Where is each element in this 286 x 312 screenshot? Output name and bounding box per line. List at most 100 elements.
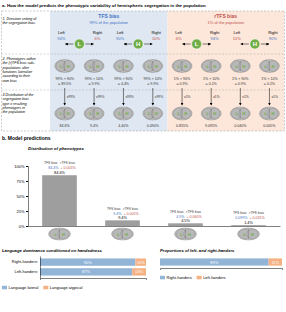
x-axis bbox=[41, 279, 147, 281]
brain-outline bbox=[84, 107, 104, 120]
brain-label: H bbox=[155, 64, 158, 69]
brain-label: L bbox=[89, 64, 92, 69]
plot-area bbox=[42, 175, 266, 226]
node bbox=[74, 39, 84, 49]
bar bbox=[168, 223, 203, 226]
brain-outline bbox=[49, 228, 71, 240]
brain-hemisphere bbox=[115, 108, 125, 119]
direction-label: Right bbox=[268, 30, 278, 35]
rtfs-share: + 0.060% bbox=[187, 215, 203, 219]
arrow bbox=[64, 88, 65, 105]
population-pct: 0.490% bbox=[147, 124, 160, 128]
brain-label: H bbox=[272, 111, 275, 116]
y-tick-label: 100% bbox=[14, 164, 25, 169]
data-label: 11% bbox=[271, 260, 279, 265]
brain-label: L bbox=[60, 111, 63, 116]
brain-icon: LH bbox=[143, 107, 163, 120]
arrow bbox=[94, 88, 95, 105]
arrow-label: x99% bbox=[125, 95, 133, 99]
brain-hemisphere bbox=[268, 60, 278, 71]
brain-label: L bbox=[235, 111, 238, 116]
brain-outline bbox=[112, 228, 134, 240]
chart-title: Proportions of left- and right-handers bbox=[160, 248, 235, 253]
brain-hemisphere bbox=[261, 60, 271, 71]
brain-hemisphere bbox=[151, 108, 161, 119]
brain-hemisphere bbox=[173, 60, 183, 71]
arrow bbox=[183, 44, 191, 45]
brain-hemisphere bbox=[63, 60, 73, 71]
y-tick-label: Right-handers: bbox=[12, 259, 38, 264]
phenotype-result: = 0.9% bbox=[235, 82, 247, 86]
tfs-share: 9.4% bbox=[113, 212, 122, 216]
population-pct: 9.095% bbox=[205, 124, 218, 128]
direction-label: Right bbox=[210, 30, 220, 35]
node bbox=[133, 39, 143, 49]
y-tick: Right-handers: bbox=[12, 259, 38, 264]
arrow-label: x1% bbox=[242, 95, 248, 99]
plot-area bbox=[160, 258, 282, 265]
brain-fissure bbox=[122, 229, 123, 239]
bar-segment bbox=[269, 258, 282, 265]
brain-icon: LH bbox=[172, 60, 192, 73]
phenotype-result: = 0.1% bbox=[206, 82, 218, 86]
phenotype-product: 1% × 10% bbox=[261, 77, 278, 81]
brain-outline bbox=[172, 107, 192, 120]
arrow-label: x1% bbox=[184, 95, 190, 99]
label-line: own bias bbox=[3, 79, 17, 83]
brain-label: L bbox=[119, 64, 122, 69]
brain-hemisphere bbox=[247, 229, 258, 239]
brain-label: L bbox=[89, 111, 92, 116]
x-axis-line bbox=[41, 279, 147, 281]
direction-pct: 90% bbox=[269, 36, 277, 41]
direction-label: Left bbox=[58, 30, 66, 35]
brain-icon: LH bbox=[112, 228, 134, 240]
legend-swatch bbox=[197, 276, 202, 280]
bias-header: TFS bias rTFS bias bbox=[170, 210, 201, 214]
brain-fissure bbox=[64, 108, 65, 119]
phenotype-result: = 0.9% bbox=[176, 82, 188, 86]
arrow bbox=[152, 88, 153, 105]
data-label: 10% bbox=[137, 260, 145, 265]
arrow-label: x1% bbox=[213, 95, 219, 99]
phenotype-product: 99% × 90% bbox=[55, 77, 74, 81]
panel-title: a. How the model predicts the phenotypic… bbox=[2, 3, 206, 8]
y-axis: 0%25%50%75%100% bbox=[14, 164, 28, 229]
y-tick-mark bbox=[26, 211, 28, 212]
arrow bbox=[269, 88, 270, 105]
data-label: 9.4% bbox=[118, 216, 127, 220]
brain-fissure bbox=[152, 61, 153, 72]
column-subheader: 99% of the population bbox=[89, 20, 128, 25]
brain-label: H bbox=[251, 232, 254, 237]
brain-fissure bbox=[152, 108, 153, 119]
direction-label: Right bbox=[93, 30, 103, 35]
y-axis-line bbox=[40, 257, 41, 279]
brain-icon: LH bbox=[113, 107, 133, 120]
brain-label: H bbox=[242, 111, 245, 116]
brain-label: H bbox=[67, 111, 70, 116]
tfs-share: 0.099% bbox=[235, 216, 248, 220]
brain-hemisphere bbox=[50, 229, 61, 239]
direction-label: Left bbox=[234, 30, 242, 35]
brain-fissure bbox=[269, 61, 270, 72]
brain-hemisphere bbox=[180, 60, 190, 71]
phenotype-product: 1% × 10% bbox=[203, 77, 220, 81]
label-line: the segregation bias. bbox=[3, 21, 36, 25]
brain-fissure bbox=[182, 61, 183, 72]
arrow bbox=[261, 44, 269, 45]
direction-pct: 10% bbox=[233, 36, 241, 41]
brain-label: H bbox=[184, 111, 187, 116]
y-tick: 75% bbox=[16, 179, 28, 184]
brain-fissure bbox=[64, 61, 65, 72]
brain-label: L bbox=[117, 232, 120, 237]
brain-hemisphere bbox=[121, 229, 132, 239]
rtfs-share: + 0.031% bbox=[250, 216, 266, 220]
y-tick-mark bbox=[26, 166, 28, 167]
brain-label: H bbox=[155, 111, 158, 116]
y-tick: 50% bbox=[16, 194, 28, 199]
brain-fissure bbox=[185, 229, 186, 239]
brain-icon: LH bbox=[55, 60, 75, 73]
brain-label: H bbox=[67, 64, 70, 69]
arrow bbox=[203, 44, 211, 45]
brain-label: L bbox=[177, 111, 180, 116]
brain-icon: LH bbox=[113, 60, 133, 73]
